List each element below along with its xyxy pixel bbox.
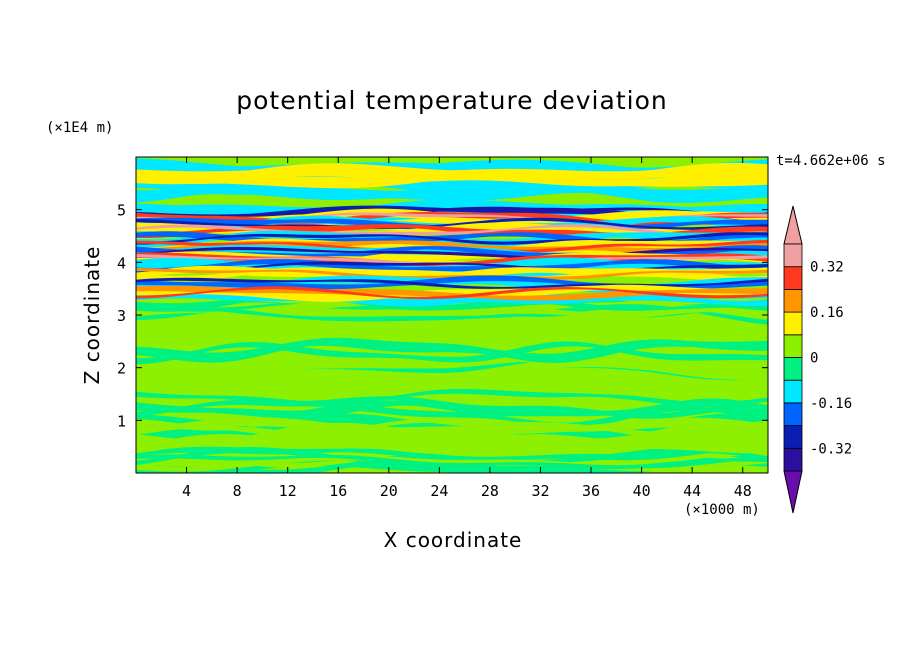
data-band-core xyxy=(136,239,768,253)
colorbar-swatch xyxy=(783,425,803,449)
colorbar-label: -0.32 xyxy=(810,441,852,457)
colorbar-swatch xyxy=(783,334,803,358)
x-tick-label: 12 xyxy=(279,482,297,500)
lower-field-band xyxy=(136,316,768,338)
x-tick-label: 8 xyxy=(233,482,242,500)
data-band-core xyxy=(136,286,768,300)
data-band-core xyxy=(136,224,768,236)
colorbar-swatch xyxy=(783,379,803,404)
lower-field-band xyxy=(136,417,768,436)
colorbar-swatch xyxy=(783,288,803,313)
y-tick-label: 2 xyxy=(117,360,126,378)
x-tick-label: 48 xyxy=(734,482,752,500)
colorbar-swatch xyxy=(783,311,803,336)
data-band-core xyxy=(136,206,768,219)
lower-field-band xyxy=(136,436,768,454)
y-tick-label: 4 xyxy=(117,254,126,272)
x-tick-label: 4 xyxy=(182,482,191,500)
x-tick-label: 44 xyxy=(683,482,701,500)
x-tick-label: 28 xyxy=(481,482,499,500)
time-label: t=4.662e+06 s xyxy=(776,153,886,169)
colorbar-label: 0 xyxy=(810,351,818,367)
lower-field-band xyxy=(136,358,768,381)
colorbar-bottom-arrow xyxy=(783,470,803,514)
x-tick-label: 40 xyxy=(633,482,651,500)
colorbar-label: 0.16 xyxy=(810,305,844,321)
data-band-core xyxy=(136,232,768,245)
lower-field-band xyxy=(136,398,768,419)
colorbar-top-arrow xyxy=(783,205,803,245)
data-band-mid xyxy=(136,252,768,268)
lower-field-band xyxy=(136,392,768,413)
y-tick-label: 1 xyxy=(117,412,126,430)
data-band-mid xyxy=(136,285,768,301)
lower-field-band xyxy=(136,337,768,363)
x-tick-label: 36 xyxy=(582,482,600,500)
lower-field-band xyxy=(136,371,768,391)
colorbar-swatch xyxy=(783,357,803,381)
colorbar-swatch xyxy=(783,447,803,472)
x-tick-label: 16 xyxy=(329,482,347,500)
x-axis-unit: (×1000 m) xyxy=(684,502,760,518)
lower-field-band xyxy=(136,454,768,470)
x-tick-label: 24 xyxy=(430,482,448,500)
lower-field-band xyxy=(136,446,768,463)
colorbar-swatch xyxy=(783,243,803,268)
y-tick-label: 3 xyxy=(117,307,126,325)
x-tick-label: 32 xyxy=(531,482,549,500)
data-band-core xyxy=(136,267,768,280)
y-axis-label: Z coordinate xyxy=(80,245,104,385)
colorbar-label: 0.32 xyxy=(810,260,844,276)
lower-field-band xyxy=(136,405,768,429)
y-axis-unit: (×1E4 m) xyxy=(46,120,114,136)
lower-field-band xyxy=(136,324,768,346)
lower-field-band xyxy=(136,417,768,438)
colorbar-swatch xyxy=(783,266,803,290)
x-axis-label: X coordinate xyxy=(383,528,523,552)
colorbar-swatch xyxy=(783,402,803,426)
chart-title: potential temperature deviation xyxy=(236,86,668,115)
colorbar-label: -0.16 xyxy=(810,396,852,412)
upper-field-band xyxy=(136,170,768,189)
y-tick-label: 5 xyxy=(117,202,126,220)
x-tick-label: 20 xyxy=(380,482,398,500)
field-layer xyxy=(136,158,768,473)
